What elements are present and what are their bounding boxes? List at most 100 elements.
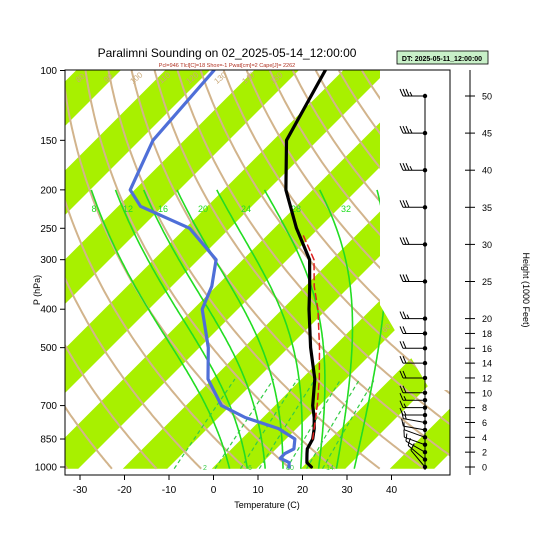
y-tick-label: 500 bbox=[40, 343, 57, 354]
wind-barb-half bbox=[409, 128, 413, 134]
wind-barb-half bbox=[406, 314, 410, 319]
dry-adiabat-line bbox=[65, 343, 158, 470]
y-tick-label: 700 bbox=[40, 401, 57, 412]
wind-barb-flag bbox=[399, 341, 404, 349]
y-tick-label: 300 bbox=[40, 255, 57, 266]
moist-adiabat-label: 6 bbox=[248, 465, 252, 472]
mixing-ratio-line bbox=[239, 378, 299, 470]
wind-barb bbox=[399, 200, 425, 208]
wind-barb-flag bbox=[399, 385, 404, 393]
wind-barb-flag bbox=[401, 418, 404, 427]
dry-adiabat-line bbox=[176, 70, 450, 426]
height-axis-label: Height (1000 Feet) bbox=[521, 252, 531, 327]
wind-barb bbox=[399, 400, 425, 409]
height-tick-label: 35 bbox=[482, 203, 492, 213]
wind-barb-flag bbox=[399, 355, 404, 364]
mixing-ratio-line bbox=[321, 378, 376, 470]
datetime-label: DT: 2025-05-11_12:00:00 bbox=[402, 56, 482, 63]
isotherm-bands bbox=[65, 70, 450, 469]
wind-barb-flag bbox=[402, 125, 407, 134]
mixing-ratio-label: 32 bbox=[341, 204, 351, 214]
mixing-ratio-label: 16 bbox=[158, 204, 168, 214]
wind-barb-half bbox=[403, 410, 407, 416]
wind-barb-flag bbox=[399, 163, 404, 171]
wind-barb-flag bbox=[402, 355, 407, 364]
dry-adiabat-line bbox=[268, 70, 450, 305]
y-tick-label: 200 bbox=[40, 185, 57, 196]
mixing-ratio-line bbox=[214, 378, 275, 470]
wind-barb-staff bbox=[407, 445, 426, 460]
wind-barb bbox=[399, 341, 425, 349]
mixing-ratio-line bbox=[306, 378, 361, 470]
dry-adiabat-line bbox=[199, 70, 450, 395]
wind-barb-half bbox=[403, 403, 407, 408]
wind-barb-flag bbox=[402, 274, 407, 282]
dry-adiabat-line bbox=[130, 70, 425, 470]
height-tick-label: 4 bbox=[482, 433, 487, 443]
moist-adiabat-line bbox=[318, 189, 354, 469]
wind-barb-flag bbox=[399, 88, 404, 97]
moist-adiabat-label: 2 bbox=[203, 465, 207, 472]
isotherm-band bbox=[122, 141, 450, 469]
wind-barb-flag bbox=[399, 400, 404, 408]
mixing-ratio-label: 8 bbox=[91, 204, 96, 214]
wind-barb-flag bbox=[399, 200, 404, 208]
mixing-ratio-label: 20 bbox=[198, 204, 208, 214]
wind-barb-flag bbox=[399, 274, 404, 282]
wind-barb-flag bbox=[402, 370, 407, 379]
wind-barb bbox=[399, 88, 425, 97]
dry-adiabat-line bbox=[65, 82, 292, 470]
wind-barb-flag bbox=[399, 326, 404, 334]
y-tick-label: 850 bbox=[40, 435, 57, 446]
sounding-series bbox=[128, 70, 327, 469]
wind-barb-half bbox=[409, 91, 413, 97]
wind-barb bbox=[399, 393, 425, 401]
wind-barb-flag bbox=[399, 370, 404, 379]
mixing-ratio-line bbox=[285, 378, 342, 470]
wind-barb-flag bbox=[405, 237, 410, 245]
isotherm-band bbox=[65, 70, 211, 216]
isotherm-band bbox=[65, 70, 299, 305]
height-tick-label: 12 bbox=[482, 373, 492, 383]
wind-barb bbox=[401, 418, 426, 431]
mixing-ratio-line bbox=[173, 378, 236, 470]
dry-adiabat-line bbox=[107, 70, 381, 470]
dry-adiabat-line bbox=[245, 70, 450, 335]
height-tick-label: 16 bbox=[482, 344, 492, 354]
y-tick-label: 100 bbox=[40, 66, 57, 77]
dry-adiabat-line bbox=[65, 464, 69, 470]
height-tick-label: 8 bbox=[482, 403, 487, 413]
height-tick-label: 14 bbox=[482, 359, 492, 369]
dry-adiabat-line bbox=[222, 70, 450, 365]
moist-adiabat-line bbox=[114, 189, 249, 469]
wind-barb-half bbox=[403, 395, 407, 401]
mixing-ratio-label: 12 bbox=[123, 204, 133, 214]
wind-barb-staff bbox=[405, 440, 426, 453]
y-axis-label: P (hPa) bbox=[32, 275, 42, 305]
wind-barb-flag bbox=[405, 163, 410, 171]
isotherm-band bbox=[389, 408, 450, 469]
wind-barb bbox=[399, 370, 425, 379]
wind-column-mask bbox=[380, 70, 450, 390]
wind-barb-flag bbox=[399, 311, 404, 319]
wind-barb bbox=[399, 407, 425, 416]
wind-barb-flag bbox=[399, 237, 404, 245]
dry-adiabat-label: 130 bbox=[212, 70, 228, 86]
wind-barb bbox=[399, 355, 425, 364]
wind-barb-flag bbox=[399, 125, 404, 134]
x-tick-label: 10 bbox=[252, 485, 264, 496]
wind-barb-flag bbox=[402, 385, 407, 393]
mixing-ratio-label: 28 bbox=[291, 204, 301, 214]
wind-barb-half bbox=[409, 165, 413, 171]
y-tick-label: 250 bbox=[40, 224, 57, 235]
mixing-ratio-lines bbox=[173, 378, 376, 470]
height-tick-label: 45 bbox=[482, 129, 492, 139]
wind-barb-staff bbox=[410, 449, 426, 468]
plot-area: 8121620242832809010011012013014015020304… bbox=[65, 70, 450, 472]
mixing-ratio-line bbox=[258, 378, 316, 470]
height-tick-label: 20 bbox=[482, 314, 492, 324]
wind-barb bbox=[410, 443, 426, 468]
moist-adiabat-label: 14 bbox=[326, 465, 334, 472]
dry-adiabat-line bbox=[153, 70, 450, 457]
